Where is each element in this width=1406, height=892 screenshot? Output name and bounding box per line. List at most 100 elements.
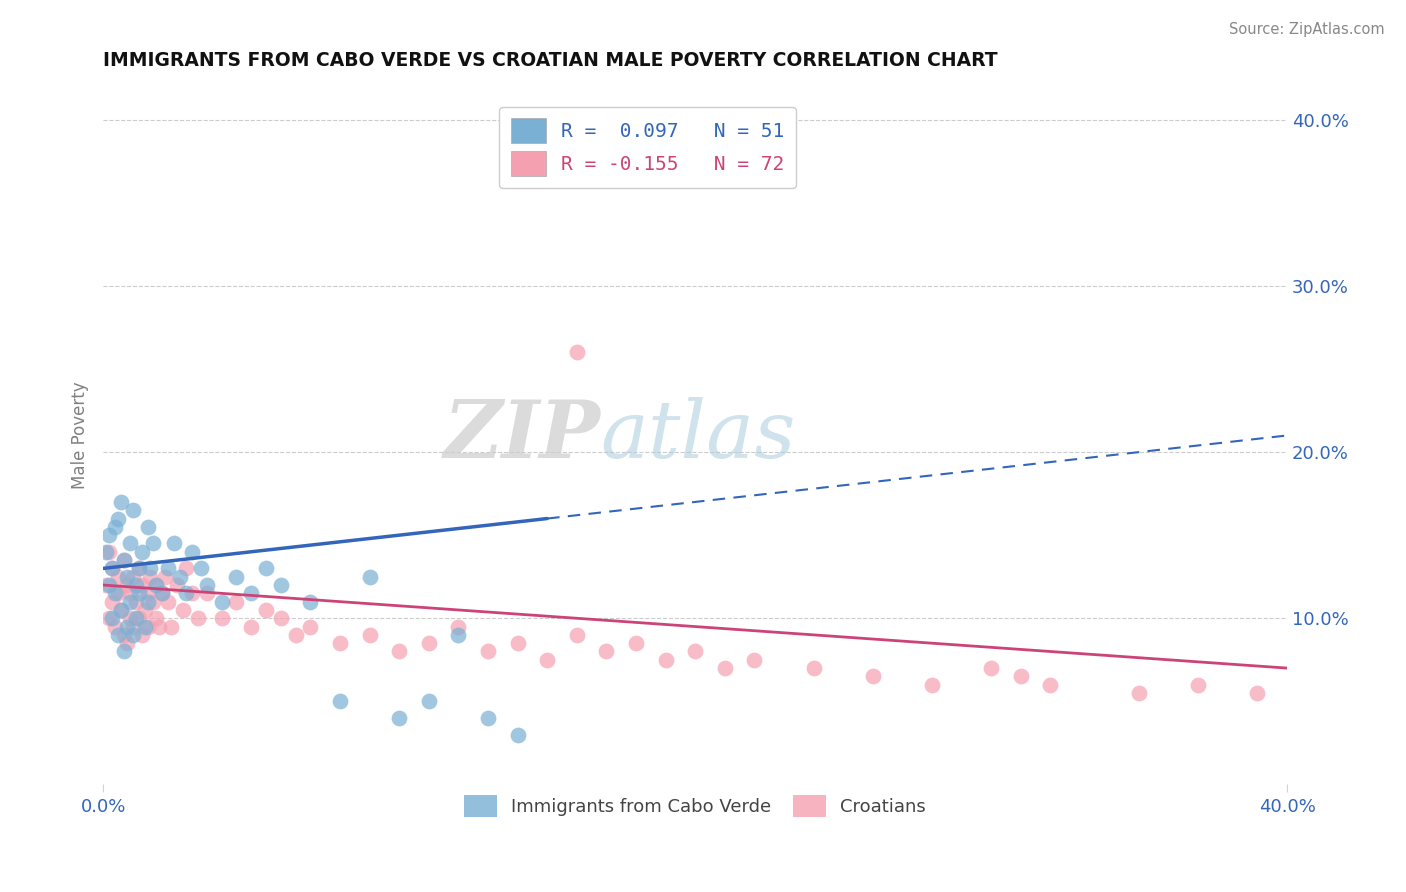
Point <box>1187 678 1209 692</box>
Point <box>107 628 129 642</box>
Point <box>1010 669 1032 683</box>
Point <box>101 561 124 575</box>
Point <box>145 578 167 592</box>
Point <box>139 561 162 575</box>
Point <box>104 619 127 633</box>
Point <box>181 586 204 600</box>
Point <box>359 628 381 642</box>
Point <box>94 545 117 559</box>
Point <box>211 611 233 625</box>
Point <box>477 644 499 658</box>
Point <box>921 678 943 692</box>
Point <box>254 561 277 575</box>
Point <box>1246 686 1268 700</box>
Point <box>128 611 150 625</box>
Point <box>115 570 138 584</box>
Point <box>107 570 129 584</box>
Point <box>112 553 135 567</box>
Point <box>980 661 1002 675</box>
Point <box>195 578 218 592</box>
Point <box>110 495 132 509</box>
Point <box>94 578 117 592</box>
Point <box>110 603 132 617</box>
Point <box>240 619 263 633</box>
Point <box>803 661 825 675</box>
Point <box>150 586 173 600</box>
Point <box>115 636 138 650</box>
Point <box>181 545 204 559</box>
Point <box>506 636 529 650</box>
Point <box>104 520 127 534</box>
Point <box>1128 686 1150 700</box>
Point <box>112 553 135 567</box>
Point <box>359 570 381 584</box>
Text: ZIP: ZIP <box>443 397 600 475</box>
Point <box>160 619 183 633</box>
Point <box>134 619 156 633</box>
Point <box>190 561 212 575</box>
Point <box>565 628 588 642</box>
Point <box>225 570 247 584</box>
Point <box>447 628 470 642</box>
Point <box>155 570 177 584</box>
Point <box>121 619 143 633</box>
Point <box>329 636 352 650</box>
Point <box>157 561 180 575</box>
Point <box>98 545 121 559</box>
Point <box>121 628 143 642</box>
Point <box>101 594 124 608</box>
Point <box>121 503 143 517</box>
Point <box>125 594 148 608</box>
Point <box>128 561 150 575</box>
Point <box>107 586 129 600</box>
Point <box>284 628 307 642</box>
Point <box>654 653 676 667</box>
Point <box>1039 678 1062 692</box>
Point <box>118 536 141 550</box>
Point <box>118 594 141 608</box>
Point <box>713 661 735 675</box>
Text: IMMIGRANTS FROM CABO VERDE VS CROATIAN MALE POVERTY CORRELATION CHART: IMMIGRANTS FROM CABO VERDE VS CROATIAN M… <box>103 51 998 70</box>
Point <box>145 611 167 625</box>
Point <box>125 578 148 592</box>
Point <box>595 644 617 658</box>
Point <box>125 611 148 625</box>
Point <box>142 536 165 550</box>
Point <box>121 570 143 584</box>
Point <box>187 611 209 625</box>
Point <box>131 545 153 559</box>
Point <box>536 653 558 667</box>
Point <box>101 611 124 625</box>
Point <box>110 603 132 617</box>
Point <box>388 644 411 658</box>
Point <box>131 628 153 642</box>
Point <box>118 586 141 600</box>
Point <box>240 586 263 600</box>
Point <box>565 345 588 359</box>
Point <box>225 594 247 608</box>
Point <box>128 586 150 600</box>
Point <box>447 619 470 633</box>
Point <box>98 578 121 592</box>
Point <box>150 586 173 600</box>
Point <box>169 570 191 584</box>
Point <box>299 619 322 633</box>
Point <box>98 528 121 542</box>
Point <box>134 603 156 617</box>
Text: Source: ZipAtlas.com: Source: ZipAtlas.com <box>1229 22 1385 37</box>
Point <box>118 611 141 625</box>
Point <box>418 694 440 708</box>
Point <box>329 694 352 708</box>
Point <box>172 603 194 617</box>
Point <box>112 628 135 642</box>
Point <box>107 511 129 525</box>
Point <box>145 578 167 592</box>
Point <box>136 594 159 608</box>
Point <box>299 594 322 608</box>
Point <box>101 561 124 575</box>
Point <box>174 586 197 600</box>
Point <box>136 619 159 633</box>
Point <box>139 570 162 584</box>
Point <box>862 669 884 683</box>
Point <box>418 636 440 650</box>
